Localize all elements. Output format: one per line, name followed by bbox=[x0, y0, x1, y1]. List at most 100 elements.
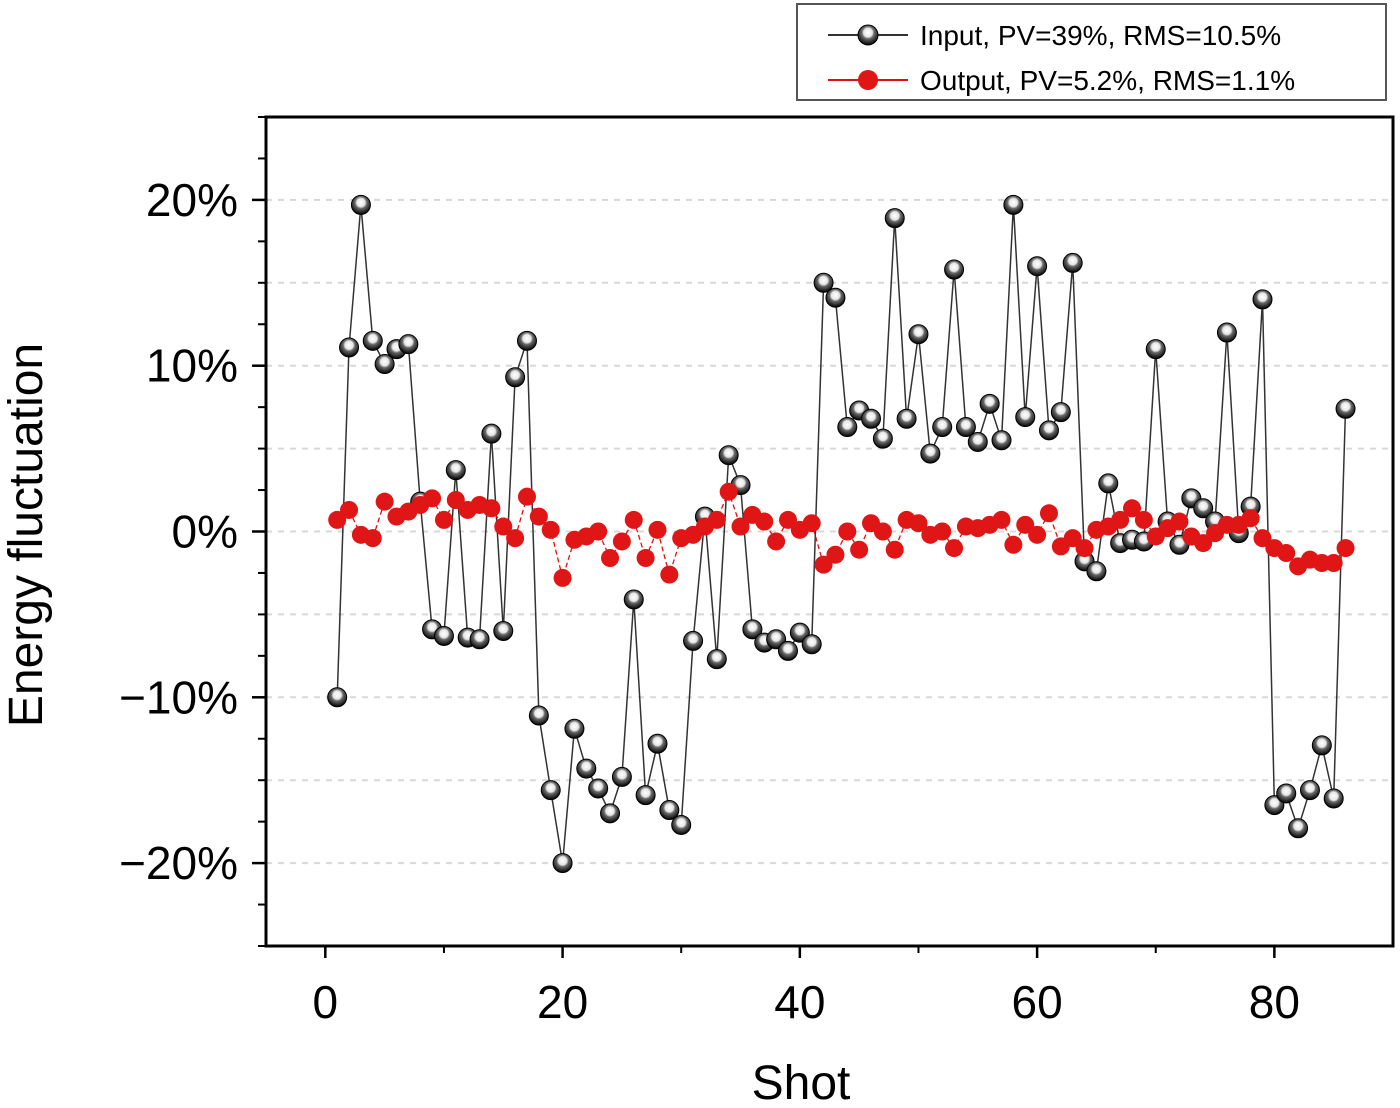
axis-ticks bbox=[252, 116, 1276, 958]
data-point bbox=[1252, 289, 1273, 310]
data-point bbox=[505, 367, 526, 388]
data-point bbox=[423, 489, 442, 508]
data-point bbox=[777, 640, 798, 661]
data-point bbox=[1123, 499, 1142, 518]
data-point bbox=[837, 417, 858, 438]
data-point bbox=[742, 619, 763, 640]
data-point bbox=[1324, 554, 1343, 573]
data-point bbox=[1063, 529, 1082, 548]
data-point bbox=[589, 522, 608, 541]
data-point bbox=[541, 520, 560, 539]
legend: Input, PV=39%, RMS=10.5% Output, PV=5.2%… bbox=[796, 3, 1387, 101]
data-point bbox=[945, 539, 964, 558]
axis-tick-labels: −20% −10% 0% 10% 20% 0 20 40 60 80 bbox=[119, 174, 1300, 1028]
data-point bbox=[755, 512, 774, 531]
data-point bbox=[707, 510, 726, 529]
data-point bbox=[1336, 539, 1355, 558]
data-point bbox=[623, 589, 644, 610]
data-point bbox=[909, 514, 928, 533]
y-tick-label: 10% bbox=[146, 340, 238, 392]
data-point bbox=[636, 549, 655, 568]
data-point bbox=[778, 510, 797, 529]
data-point bbox=[588, 778, 609, 799]
data-point bbox=[1241, 509, 1260, 528]
data-point bbox=[718, 445, 739, 466]
data-point bbox=[469, 629, 490, 650]
data-point bbox=[932, 417, 953, 438]
data-point bbox=[340, 500, 359, 519]
data-point bbox=[1194, 534, 1213, 553]
data-series bbox=[327, 194, 1356, 874]
data-point bbox=[446, 490, 465, 509]
data-point bbox=[1253, 529, 1272, 548]
series-output bbox=[328, 482, 1355, 587]
data-point bbox=[1277, 544, 1296, 563]
x-tick-label: 60 bbox=[1012, 976, 1063, 1028]
data-point bbox=[850, 540, 869, 559]
x-tick-label: 40 bbox=[774, 976, 825, 1028]
data-point bbox=[517, 487, 536, 506]
data-point bbox=[1098, 473, 1119, 494]
gridlines bbox=[266, 198, 1393, 865]
data-point bbox=[362, 330, 383, 351]
data-point bbox=[1075, 539, 1094, 558]
data-point bbox=[1027, 256, 1048, 277]
data-point bbox=[884, 208, 905, 229]
data-point bbox=[814, 555, 833, 574]
y-tick-label: −20% bbox=[119, 837, 238, 889]
data-point bbox=[1134, 510, 1153, 529]
legend-input-label: Input, PV=39%, RMS=10.5% bbox=[920, 20, 1281, 51]
legend-input-marker bbox=[857, 24, 879, 46]
data-point bbox=[719, 482, 738, 501]
data-point bbox=[374, 354, 395, 375]
data-point bbox=[624, 510, 643, 529]
data-point bbox=[363, 529, 382, 548]
data-point bbox=[731, 517, 750, 536]
data-point bbox=[944, 259, 965, 280]
data-point bbox=[528, 705, 549, 726]
data-point bbox=[908, 324, 929, 345]
data-point bbox=[398, 334, 419, 355]
y-tick-label: 20% bbox=[146, 174, 238, 226]
data-point bbox=[813, 272, 834, 293]
data-point bbox=[601, 549, 620, 568]
data-point bbox=[872, 428, 893, 449]
data-point bbox=[1145, 339, 1166, 360]
data-point bbox=[933, 522, 952, 541]
data-point bbox=[482, 499, 501, 518]
data-point bbox=[920, 443, 941, 464]
data-point bbox=[1038, 420, 1059, 441]
data-point bbox=[896, 408, 917, 429]
data-point bbox=[1028, 525, 1047, 544]
legend-output-marker bbox=[858, 70, 878, 90]
data-point bbox=[955, 417, 976, 438]
data-point bbox=[564, 718, 585, 739]
data-point bbox=[1335, 398, 1356, 419]
data-point bbox=[1323, 788, 1344, 809]
data-point bbox=[433, 625, 454, 646]
data-point bbox=[885, 540, 904, 559]
data-point bbox=[647, 733, 668, 754]
data-point bbox=[552, 853, 573, 874]
y-axis-label: Energy fluctuation bbox=[0, 343, 53, 727]
data-point bbox=[506, 529, 525, 548]
data-point bbox=[328, 510, 347, 529]
data-point bbox=[659, 800, 680, 821]
x-axis-label: Shot bbox=[752, 1057, 851, 1108]
data-point bbox=[1299, 780, 1320, 801]
data-point bbox=[992, 510, 1011, 529]
data-point bbox=[434, 510, 453, 529]
data-point bbox=[1062, 252, 1083, 273]
x-tick-label: 80 bbox=[1249, 976, 1300, 1028]
data-point bbox=[1003, 194, 1024, 215]
data-point bbox=[1288, 818, 1309, 839]
legend-output-label: Output, PV=5.2%, RMS=1.1% bbox=[920, 65, 1295, 96]
data-point bbox=[339, 337, 360, 358]
data-point bbox=[445, 460, 466, 481]
data-point bbox=[553, 568, 572, 587]
data-point bbox=[494, 517, 513, 536]
legend-box bbox=[796, 3, 1387, 101]
data-point bbox=[979, 393, 1000, 414]
data-point bbox=[1004, 535, 1023, 554]
data-point bbox=[838, 522, 857, 541]
